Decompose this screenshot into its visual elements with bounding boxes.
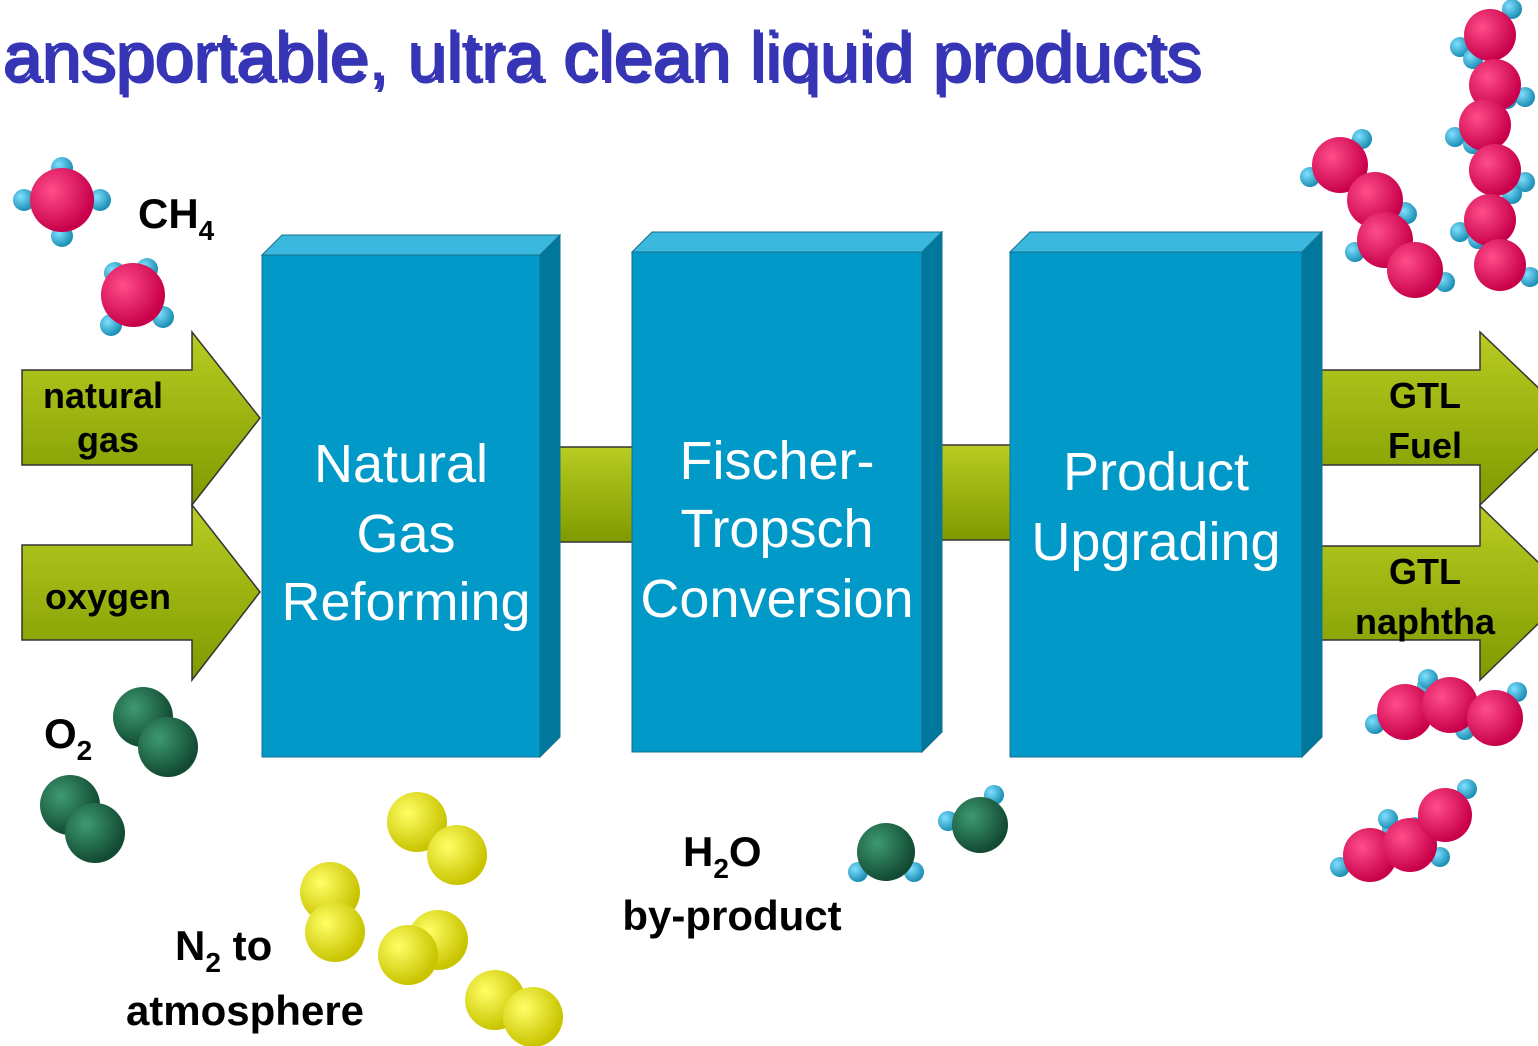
- box-label: Natural: [314, 434, 488, 494]
- box-label: Tropsch: [680, 499, 873, 559]
- output-arrow: [1312, 504, 1538, 682]
- box-label: Reforming: [281, 572, 530, 632]
- title-shadow: ansportable, ultra clean liquid products: [5, 20, 1204, 98]
- box-label: Gas: [356, 504, 455, 564]
- box-side: [921, 230, 943, 754]
- process-boxes: Natural Gas Reforming Fischer- Tropsch Conver…: [260, 230, 1324, 759]
- output-label: GTL: [1389, 375, 1461, 416]
- formula: N: [175, 922, 205, 969]
- box-front: [631, 251, 923, 753]
- box-front: [1009, 251, 1303, 758]
- input-arrow: [21, 502, 261, 683]
- box-label: Fischer-: [679, 431, 874, 491]
- connector: [931, 444, 1013, 541]
- atom: [1312, 137, 1368, 193]
- atom: [1377, 684, 1433, 740]
- box-label: Conversion: [640, 569, 913, 629]
- output-label: naphtha: [1355, 601, 1496, 642]
- input-label: gas: [77, 419, 139, 460]
- subscript: 4: [199, 215, 215, 246]
- atom: [503, 987, 563, 1046]
- molecule-art: [13, 0, 1538, 1046]
- box-label: Product: [1063, 442, 1249, 502]
- nitrogen-label: N2 to: [175, 922, 272, 978]
- formula: O: [44, 710, 77, 757]
- formula: CH: [138, 190, 199, 237]
- atom: [1469, 59, 1521, 111]
- box-top: [630, 231, 944, 253]
- atom: [1422, 677, 1478, 733]
- atom: [427, 825, 487, 885]
- atom: [387, 792, 447, 852]
- box-top: [1008, 231, 1324, 253]
- atom: [305, 902, 365, 962]
- atom: [65, 803, 125, 863]
- box-label: Upgrading: [1031, 512, 1280, 572]
- subscript: 2: [77, 735, 93, 766]
- atom: [89, 189, 111, 211]
- atom: [1464, 194, 1516, 246]
- formula-rest: O: [729, 828, 762, 875]
- methane-label: CH4: [138, 190, 215, 246]
- input-arrow: [21, 329, 261, 508]
- input-label: natural: [43, 375, 163, 416]
- nitrogen-caption: atmosphere: [126, 987, 364, 1034]
- output-label: GTL: [1389, 551, 1461, 592]
- title: ansportable, ultra clean liquid products: [2, 17, 1201, 95]
- atom: [13, 189, 35, 211]
- formula-rest: to: [221, 922, 272, 969]
- water-caption: by-product: [622, 892, 841, 939]
- oxygen-label: O2: [44, 710, 92, 766]
- atom: [1464, 9, 1516, 61]
- connector: [549, 446, 635, 543]
- atom: [138, 717, 198, 777]
- output-arrow: [1312, 330, 1538, 507]
- atom: [1459, 99, 1511, 151]
- subscript: 2: [713, 853, 729, 884]
- atom: [101, 263, 165, 327]
- atom: [1378, 809, 1398, 829]
- box-side: [539, 233, 561, 759]
- atom: [857, 823, 915, 881]
- box-side: [1301, 230, 1323, 759]
- formula: H: [683, 828, 713, 875]
- atom: [1387, 242, 1443, 298]
- box-front: [261, 254, 541, 758]
- atom: [1474, 239, 1526, 291]
- subscript: 2: [205, 947, 221, 978]
- box-top: [260, 234, 562, 256]
- output-label: Fuel: [1388, 425, 1462, 466]
- atom: [1469, 144, 1521, 196]
- atom: [1383, 818, 1437, 872]
- atom: [1467, 690, 1523, 746]
- atom: [378, 925, 438, 985]
- atom: [30, 168, 94, 232]
- atom: [1418, 788, 1472, 842]
- water-label: H2O: [683, 828, 762, 884]
- atom: [1457, 779, 1477, 799]
- input-label: oxygen: [45, 576, 171, 617]
- atom: [952, 797, 1008, 853]
- atom: [1502, 0, 1522, 19]
